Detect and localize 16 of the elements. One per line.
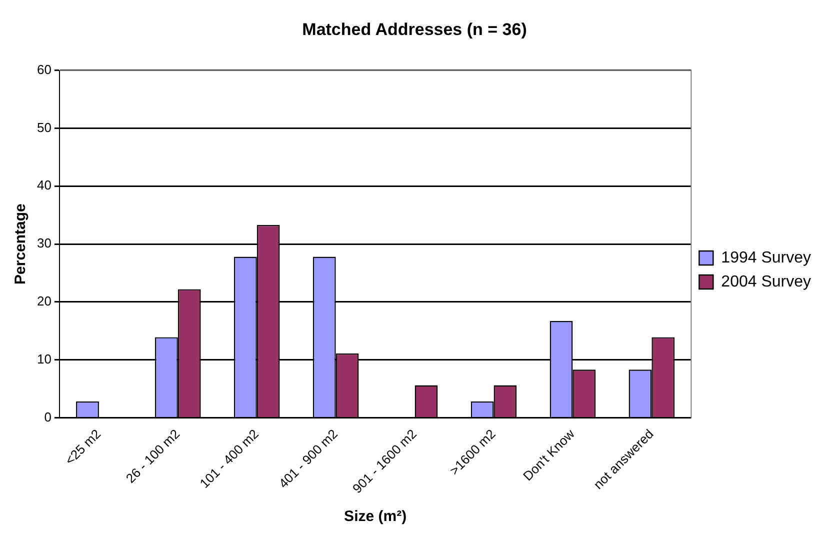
legend-label: 1994 Survey (721, 249, 812, 266)
y-tick-label: 0 (44, 409, 52, 424)
legend-label: 2004 Survey (721, 273, 812, 290)
y-tick-label: 60 (36, 62, 52, 77)
y-axis-title: Percentage (12, 204, 30, 284)
x-axis-title: Size (m²) (344, 508, 407, 526)
x-tick-label: <25 m2 (62, 426, 104, 468)
y-tick-label: 10 (36, 351, 52, 366)
x-tick-label: 26 - 100 m2 (122, 426, 183, 486)
y-tick-label: 50 (36, 120, 52, 135)
x-tick-label: 401 - 900 m2 (276, 426, 340, 492)
chart-title: Matched Addresses (n = 36) (302, 20, 527, 39)
y-tick-label: 30 (36, 236, 52, 251)
x-tick-label: 101 - 400 m2 (196, 426, 262, 492)
y-tick-label: 40 (36, 178, 52, 193)
y-tick-label: 20 (36, 294, 52, 309)
